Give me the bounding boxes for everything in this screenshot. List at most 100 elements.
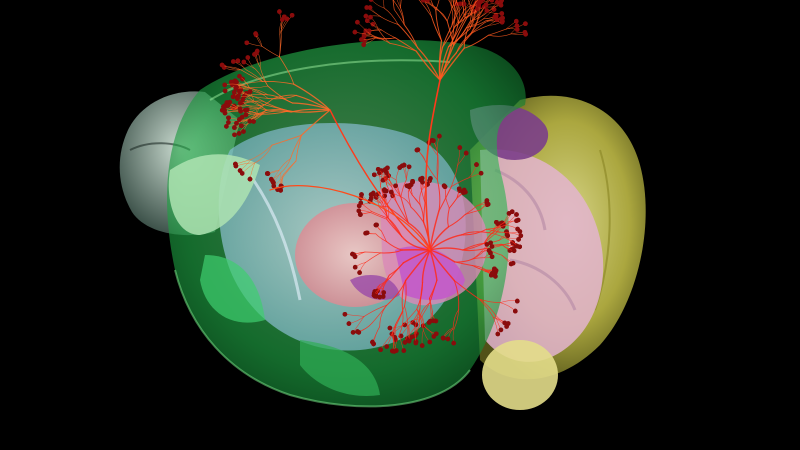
neuron-terminal — [226, 115, 231, 121]
neuron-branch — [454, 5, 459, 24]
neuron-branch — [278, 158, 291, 171]
neuron-branch — [407, 190, 412, 208]
neuron-branch — [379, 249, 403, 254]
neuron-branch — [385, 240, 403, 251]
neuron-branch — [462, 0, 466, 19]
axon-trunk — [269, 185, 431, 251]
neuron-branch — [381, 230, 387, 242]
neuron-branch — [404, 305, 408, 327]
neuron-branch — [419, 191, 422, 206]
neuron-terminal — [239, 123, 244, 129]
neuron-branch — [429, 226, 450, 251]
neuron-branch — [470, 1, 477, 22]
neuron-terminal — [516, 237, 521, 242]
neuron-terminal — [373, 294, 379, 299]
neuron-terminal — [235, 58, 241, 63]
neuron-branch — [458, 8, 470, 24]
neuron-terminal — [371, 191, 376, 197]
neuron-terminal — [253, 31, 258, 36]
neuron-branch — [252, 101, 267, 111]
neuron-terminal — [357, 212, 363, 217]
neuron-branch — [436, 178, 441, 212]
neuron-branch — [401, 280, 407, 313]
neuron-branch — [420, 1, 432, 17]
neuron-branch — [488, 33, 512, 37]
neuron-terminal — [514, 218, 519, 223]
neuron-branch — [488, 222, 504, 234]
neuron-branch — [462, 242, 485, 251]
neuron-branch — [421, 249, 431, 284]
neuron-branch — [454, 261, 474, 267]
neuron-terminal — [402, 340, 408, 345]
neuron-terminal — [231, 59, 236, 64]
neuron-branch — [272, 94, 297, 100]
neuron-terminal — [236, 131, 242, 136]
neuron-branch — [416, 308, 425, 327]
neuron-terminal — [458, 1, 463, 7]
neuron-terminal — [361, 42, 367, 48]
neuron-terminal — [232, 132, 237, 138]
neuron-terminal — [440, 335, 446, 341]
neuron-terminal — [368, 14, 373, 20]
neuron-branch — [486, 224, 506, 230]
neuron-branch — [417, 47, 441, 81]
neuron-branch — [389, 42, 417, 52]
neuron-terminal — [419, 175, 425, 181]
neuron-terminal — [239, 114, 245, 120]
neuron-terminal — [368, 0, 374, 2]
neuron-branch — [423, 0, 432, 17]
neuron-terminal — [236, 93, 241, 98]
neuron-terminal — [359, 192, 364, 197]
neuron-terminal — [356, 203, 362, 209]
neuron-terminal — [431, 334, 437, 339]
neuron-terminal — [431, 138, 436, 143]
neuron-branch — [267, 94, 297, 100]
neuron-branch — [471, 24, 490, 34]
neuron-branch — [451, 0, 452, 8]
neuron-terminal — [365, 18, 370, 24]
neuron-terminal — [431, 318, 437, 324]
neuron-terminal — [380, 294, 386, 299]
neuron-terminal — [401, 162, 407, 168]
neuron-terminal — [232, 125, 237, 130]
neuron-branch — [300, 109, 331, 136]
neuron-branch — [295, 134, 302, 162]
neuron-branch — [453, 279, 460, 311]
neuron-terminal — [363, 28, 369, 34]
neuron-terminal — [402, 322, 408, 328]
neuron-branch — [369, 34, 391, 44]
neuron-terminal — [499, 11, 505, 16]
neuron-branch — [246, 104, 265, 107]
neuron-terminal — [240, 97, 245, 102]
neuron-terminal — [251, 119, 256, 124]
neuron-branch — [293, 83, 331, 111]
neuron-branch — [438, 186, 452, 212]
neuron-terminal — [238, 100, 243, 106]
neuron-branch — [429, 249, 455, 282]
neuron-terminal — [494, 0, 500, 5]
neuron-terminal — [280, 17, 285, 22]
neuron-terminal — [289, 13, 295, 18]
neuron-terminal — [523, 21, 528, 27]
neuron-terminal — [511, 248, 517, 254]
neuron-branch — [419, 0, 421, 3]
neuron-terminal — [437, 133, 442, 139]
neuron-branch — [364, 251, 381, 254]
neuron-branch — [446, 3, 455, 22]
neuron-branch — [453, 279, 480, 300]
neuron-branch — [290, 108, 331, 113]
neuron-branch — [478, 298, 501, 303]
neuron-branch — [402, 249, 431, 264]
neuron-terminal — [502, 320, 508, 326]
neuron-branch — [466, 20, 487, 28]
neuron-terminal — [233, 163, 239, 169]
neuron-terminal — [451, 340, 457, 346]
neuron-terminal — [357, 270, 362, 275]
neuron-branch — [452, 309, 459, 329]
neuron-branch — [279, 56, 295, 85]
neuron-terminal — [356, 330, 362, 335]
neuron-branch — [464, 0, 467, 19]
neuron-terminal — [265, 171, 270, 176]
neuron-branch — [464, 209, 481, 215]
neuron-branch — [469, 0, 473, 9]
